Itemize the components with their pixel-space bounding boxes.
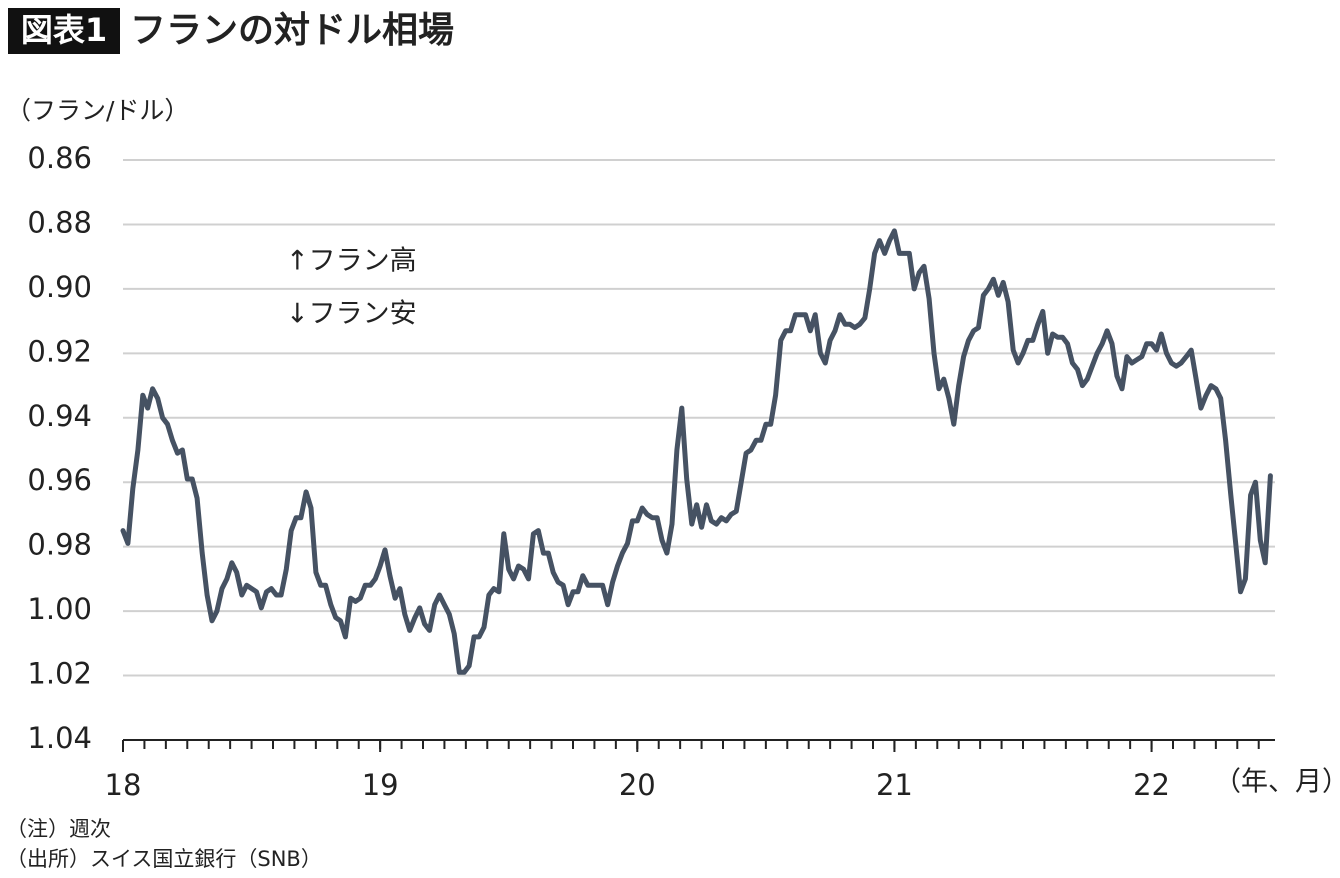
chart-title: フランの対ドル相場 <box>130 10 454 51</box>
source: （出所）スイス国立銀行（SNB） <box>6 847 322 871</box>
y-tick-label: 0.96 <box>27 463 92 497</box>
figure-label-box <box>8 8 120 54</box>
y-tick-label: 0.90 <box>27 270 92 304</box>
annotation: ↓フラン安 <box>286 299 417 330</box>
annotation: ↑フラン高 <box>286 246 417 277</box>
x-tick-label: 21 <box>876 768 913 802</box>
x-axis-label: （年、月） <box>1214 767 1340 798</box>
y-tick-label: 0.86 <box>27 141 92 175</box>
y-tick-label: 0.88 <box>27 205 92 239</box>
x-tick-label: 20 <box>619 768 656 802</box>
figure-label: 図表1 <box>21 11 107 49</box>
x-tick-label: 19 <box>362 768 399 802</box>
y-axis-label: （フラン/ドル） <box>6 96 189 125</box>
line-series <box>120 228 1273 675</box>
x-tick-label: 22 <box>1133 768 1170 802</box>
y-tick-label: 0.98 <box>27 528 92 562</box>
y-tick-label: 1.02 <box>27 657 92 691</box>
x-tick-label: 18 <box>105 768 142 802</box>
y-tick-label: 1.00 <box>27 592 92 626</box>
note: （注）週次 <box>6 817 111 841</box>
y-tick-label: 1.04 <box>27 721 92 755</box>
y-tick-label: 0.94 <box>27 399 92 433</box>
y-tick-label: 0.92 <box>27 334 92 368</box>
